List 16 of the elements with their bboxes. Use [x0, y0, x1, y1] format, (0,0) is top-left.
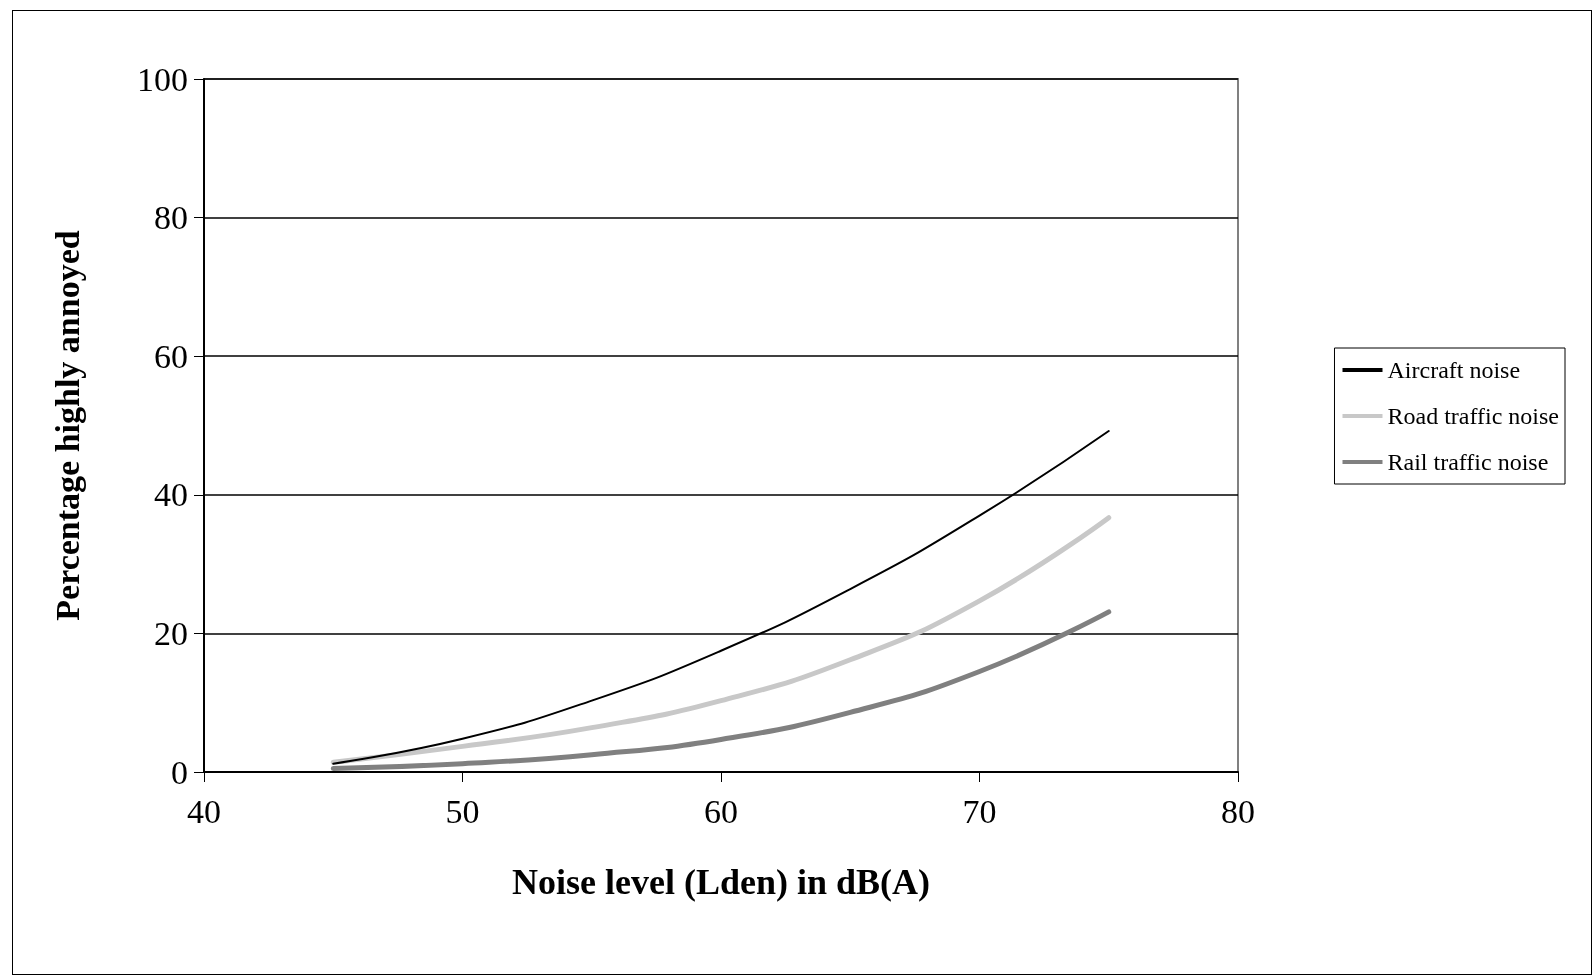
x-tick-label: 80 — [1221, 792, 1255, 830]
y-tick-label: 0 — [171, 753, 188, 791]
y-tick-label: 60 — [154, 337, 188, 375]
x-tick-label: 60 — [704, 792, 738, 830]
y-tick-label: 20 — [154, 614, 188, 652]
y-tick-label: 80 — [154, 199, 188, 237]
x-axis-title: Noise level (Lden) in dB(A) — [512, 862, 930, 902]
legend-label: Aircraft noise — [1387, 357, 1521, 383]
x-tick-label: 70 — [962, 792, 997, 830]
y-tick-label: 100 — [137, 60, 188, 98]
x-tick-label: 40 — [187, 792, 221, 830]
y-tick-label: 40 — [154, 476, 188, 514]
x-tick-label: 50 — [445, 792, 480, 830]
legend-label: Road traffic noise — [1387, 403, 1560, 429]
legend-label: Rail traffic noise — [1387, 449, 1549, 475]
y-axis-title: Percentage highly annoyed — [48, 230, 86, 621]
